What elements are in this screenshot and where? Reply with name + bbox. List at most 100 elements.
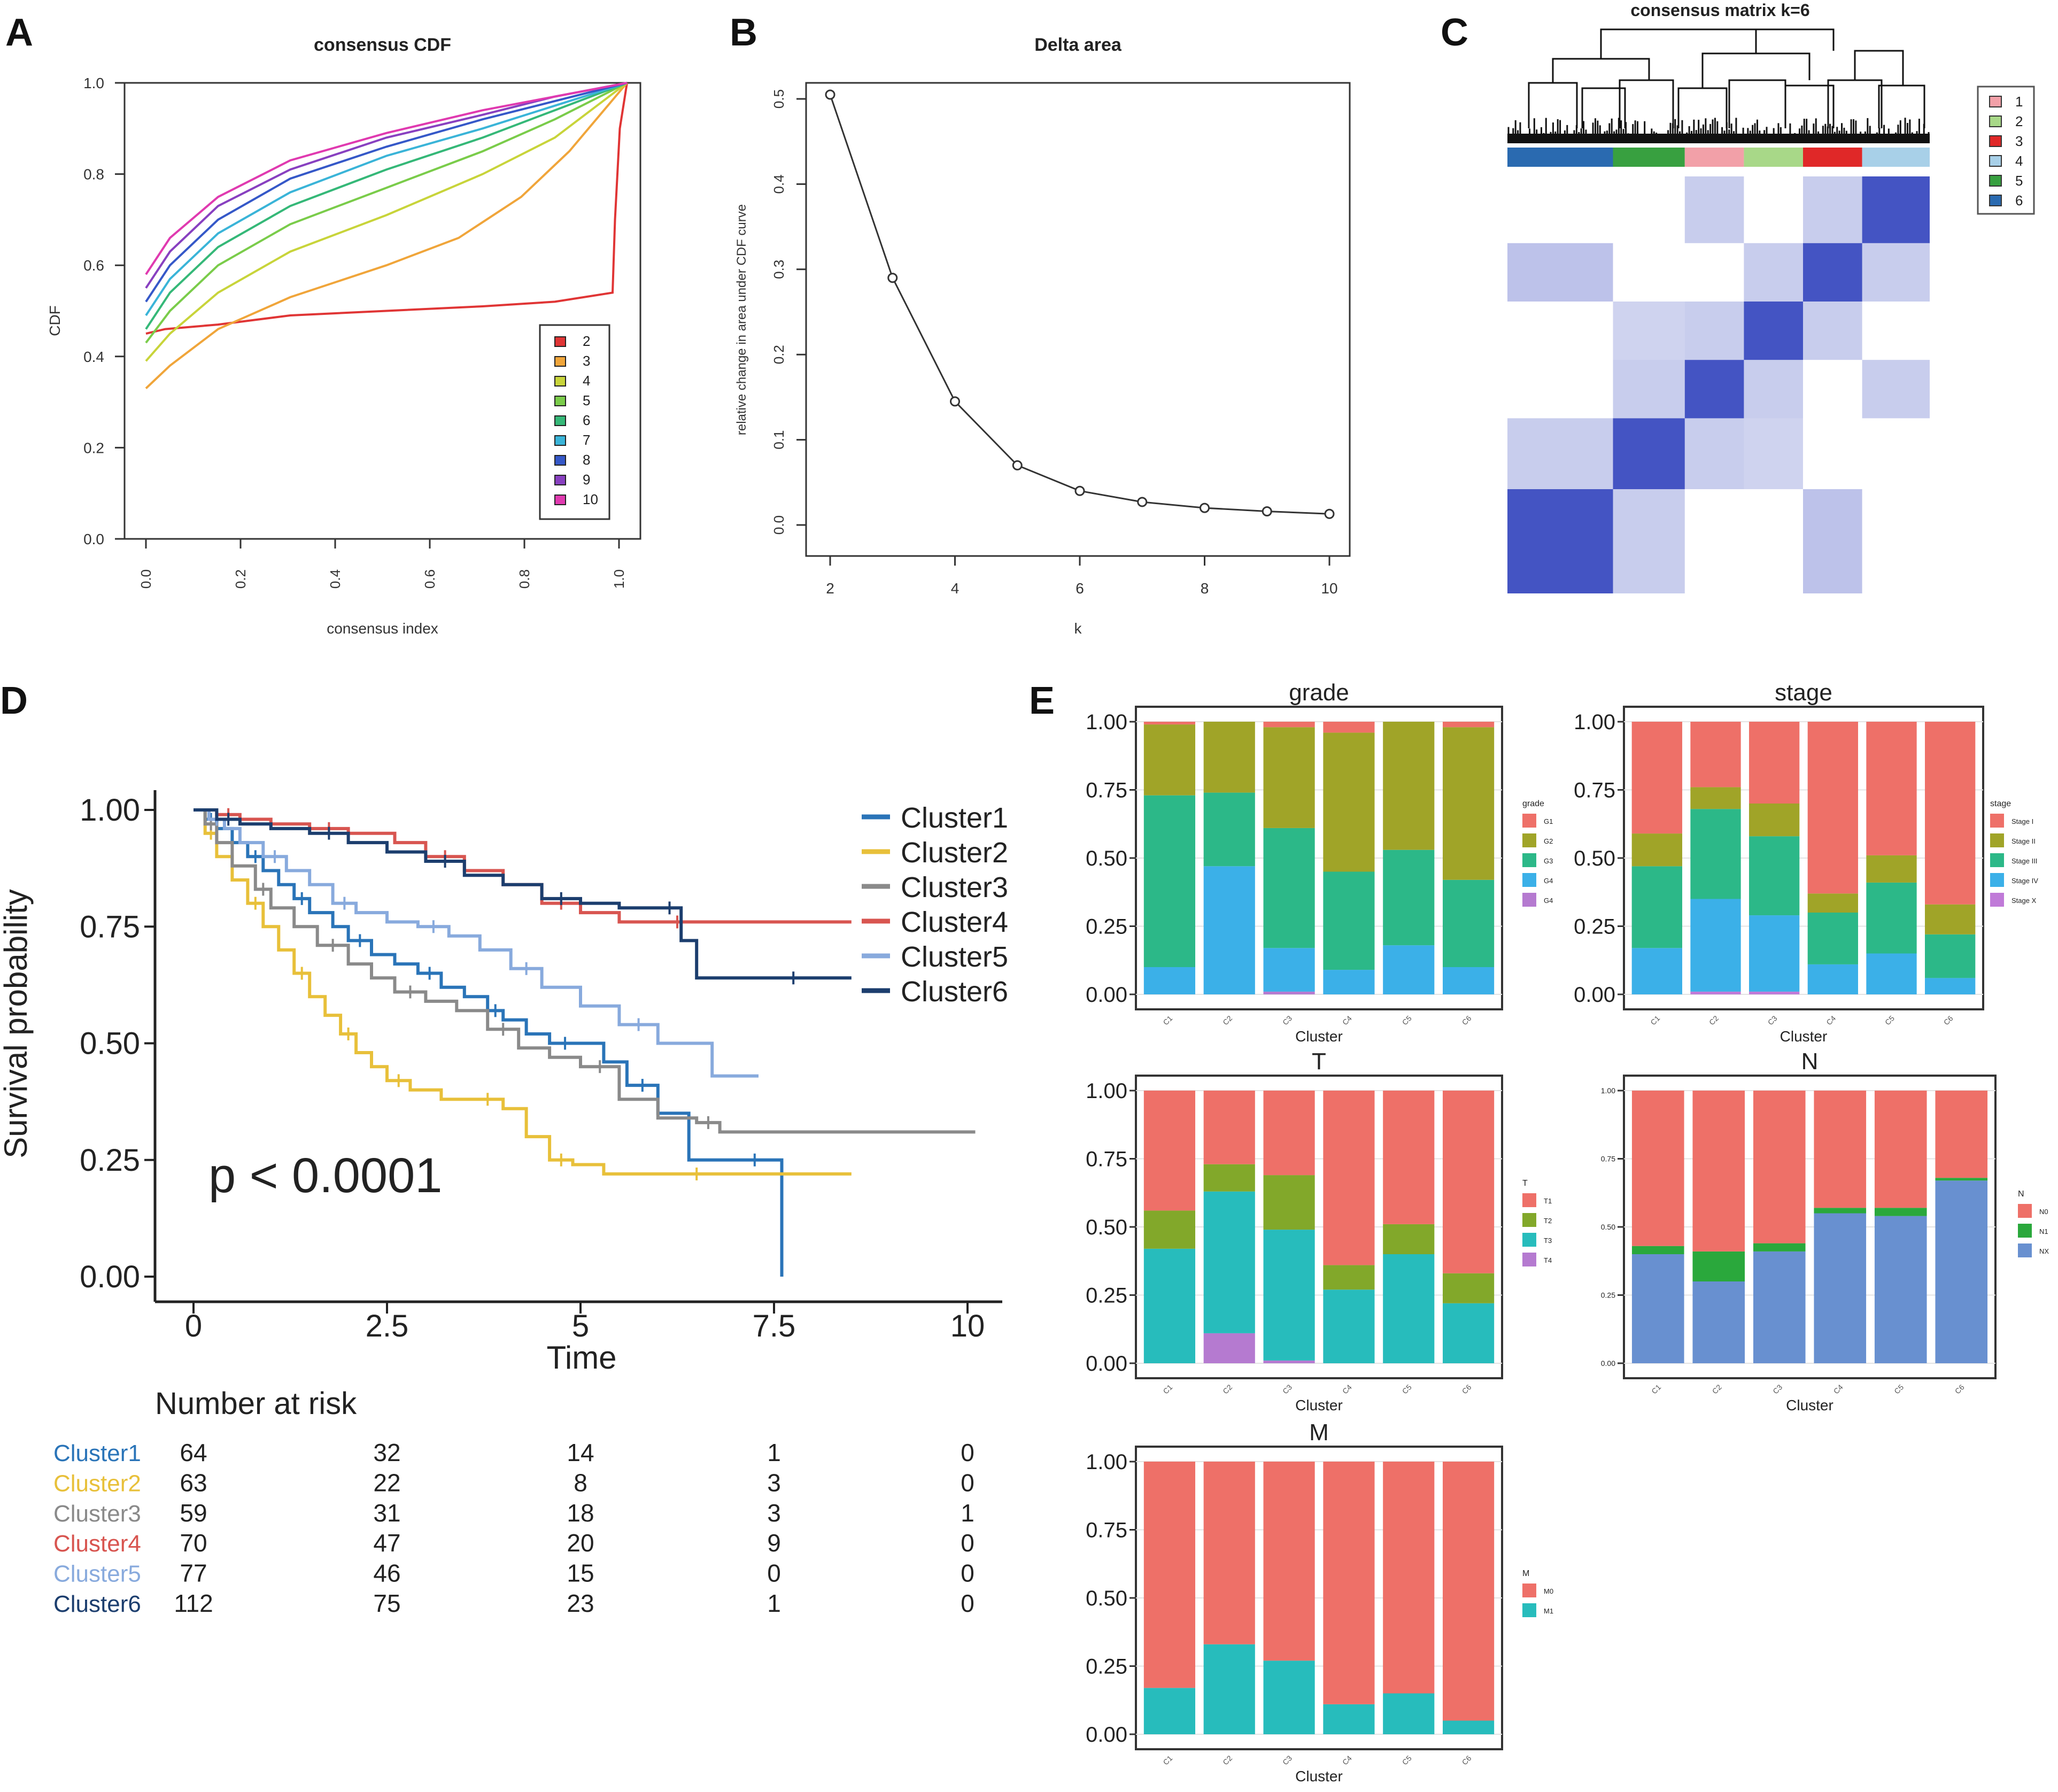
dendrogram [1507,28,1930,143]
bar-segment-C3-Stage-II [1749,804,1800,837]
x-tick-label: C6 [1953,1382,1966,1395]
bar-segment-C1-T1 [1143,1091,1196,1211]
km-curve-Cluster3 [194,808,976,1134]
x-axis-label: Time [546,1340,616,1376]
cluster-bar-6 [1507,148,1613,167]
delta-point [1262,506,1272,516]
bar-segment-C3-G4 [1263,948,1315,992]
legend-label: Cluster1 [901,802,1008,834]
y-tick-label: 0.8 [83,166,104,183]
km-curve-Cluster4 [194,808,852,924]
bar-segment-C2-Stage-I [1690,722,1741,787]
bar-segment-C4-NX [1814,1213,1867,1363]
risk-row-label: Cluster6 [53,1591,141,1617]
y-tick-label: 0.4 [771,174,787,194]
legend-label: N1 [2039,1227,2048,1235]
bar-segment-C4-G3 [1323,871,1375,970]
y-tick-label: 0.50 [1574,847,1615,870]
panel-a: consensus CDF 0.0 0.2 0.4 0.6 0.8 1.0 0.0 0.2 0.4… [47,35,641,637]
y-tick-label: 0.25 [1086,915,1127,939]
dendrogram-branch [1552,58,1650,83]
x-tick-label: C3 [1281,1014,1294,1026]
x-tick-label: 8 [1201,580,1209,597]
bar-segment-C1-N1 [1631,1246,1684,1254]
bar-segment-C3-M0 [1263,1462,1315,1661]
bar-segment-C5-Stage-II [1866,855,1917,883]
x-tick-label: C5 [1892,1382,1905,1395]
delta-point [1324,508,1335,519]
legend-swatch [1990,873,2004,887]
bar-segment-C1-N0 [1631,1091,1684,1246]
legend-label: 9 [583,472,590,488]
legend-label: G1 [1544,817,1553,825]
matrix-block [1862,360,1930,419]
y-tick-label: 1.00 [1086,1450,1127,1474]
x-axis-label: Cluster [1780,1028,1828,1045]
x-tick-label: C2 [1221,1754,1234,1766]
risk-count: 0 [961,1529,974,1557]
panel-letter-C: C [1441,11,1468,54]
risk-count: 20 [567,1529,594,1557]
y-tick-label: 0.00 [1086,983,1127,1007]
legend-swatch [2018,1204,2032,1218]
km-curve-Cluster6 [194,808,852,980]
chart-title: consensus matrix k=6 [1630,1,1809,20]
matrix-block [1684,302,1744,360]
matrix [1507,176,1930,593]
y-tick-label: 0.25 [1086,1655,1127,1679]
dendrogram-branch [1701,52,1811,88]
bar-segment-C2-T2 [1203,1164,1255,1192]
risk-count: 0 [961,1439,974,1466]
bar-segment-C6-G4 [1442,967,1495,994]
risk-count: 70 [180,1529,207,1557]
y-tick-label: 0.2 [83,439,104,456]
bar-segment-C6-Stage-I [1925,722,1976,905]
panel-d: 0.000.250.500.751.000 2.5 5 7.5 10TimeSurviv… [0,790,1008,1617]
bar-segment-C4-Stage-II [1807,893,1858,913]
legend-label: Stage II [2011,837,2036,845]
y-tick-label: 0.0 [83,531,104,547]
legend-swatch [554,435,566,446]
bar-segment-C2-G3 [1203,792,1255,867]
legend-swatch [2018,1243,2032,1257]
bar-segment-C3-NX [1753,1251,1806,1363]
legend-title: stage [1990,799,2011,808]
delta-point [887,273,898,283]
bar-segment-C5-G3 [1383,849,1435,946]
y-tick-label: 1.00 [80,793,140,828]
bar-segment-C1-T2 [1143,1210,1196,1249]
bar-segment-C4-G1 [1323,722,1375,733]
bar-segment-C2-NX [1692,1281,1745,1363]
plot-frame [123,82,641,540]
y-tick-label: 0.75 [1086,779,1127,802]
bar-segment-C5-N1 [1874,1208,1927,1216]
legend-swatch [1990,833,2004,847]
bar-segment-C6-NX [1935,1180,1988,1363]
bar-segment-C5-NX [1874,1216,1927,1363]
legend-swatch [554,336,566,347]
x-tick-label: 10 [1321,580,1337,597]
x-tick-label: 5 [572,1309,589,1343]
legend-label: T1 [1544,1197,1552,1205]
risk-count: 0 [961,1559,974,1587]
legend-label: T2 [1544,1217,1552,1225]
legend-swatch [1989,115,2002,127]
legend-label: Stage III [2011,857,2037,865]
bar-segment-C2-N1 [1692,1251,1745,1281]
x-tick-label: 2 [826,580,834,597]
x-tick-label: 1.0 [611,569,627,589]
delta-point [1200,503,1210,513]
bar-segment-C4-N0 [1814,1091,1867,1208]
panel-e-m: M 0.00 0.25 0.50 0.75 1.00 C1 C2 C3 C4 C5 C6 Cluster… [1086,1419,1553,1785]
y-tick-label: 0.0 [771,515,787,535]
legend-label: 1 [2015,94,2023,110]
y-tick-label: 1.00 [1601,1086,1615,1095]
bar-segment-C4-M1 [1323,1704,1375,1734]
matrix-block [1862,176,1930,243]
x-tick-label: 0.6 [422,569,438,589]
dendrogram-branch [1677,87,1728,128]
matrix-block [1862,243,1930,302]
bar-segment-C5-M1 [1383,1693,1435,1734]
risk-row-label: Cluster2 [53,1470,141,1496]
